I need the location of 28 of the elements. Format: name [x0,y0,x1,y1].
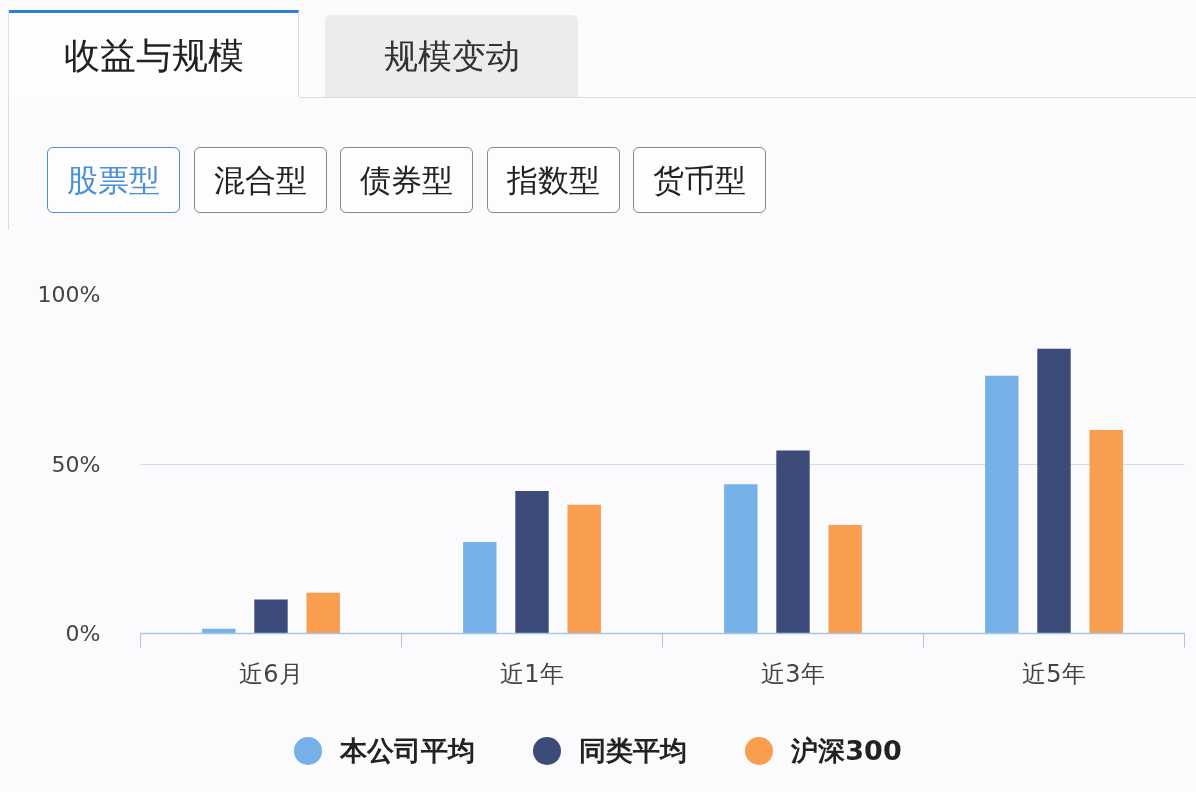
bar [1037,348,1071,634]
x-tick-label: 近6月 [239,659,303,688]
bar [776,450,810,634]
bar [463,541,497,634]
bar [254,599,288,634]
legend-label: 沪深300 [791,733,902,768]
bar [724,484,758,634]
text: 混合型 [193,147,327,213]
y-tick-label: 0% [65,621,101,646]
y-tick-label: 100% [37,282,101,307]
bar [828,525,862,634]
bar [515,491,549,634]
bar [306,592,340,634]
text: 股票型 [47,147,180,213]
bar [567,504,601,634]
legend-label: 本公司平均 [340,733,476,768]
x-tick-label: 近3年 [761,659,825,688]
bar [985,375,1019,634]
legend-label: 同类平均 [579,733,688,768]
text: 指数型 [486,147,620,213]
x-tick-label: 近5年 [1022,659,1086,688]
text: 规模变动 [325,15,578,97]
text: 收益与规模 [9,10,299,98]
text: 货币型 [633,147,766,213]
y-tick-label: 50% [51,451,101,477]
x-tick-label: 近1年 [500,659,564,688]
bar [1089,430,1123,634]
text: 债券型 [340,147,473,213]
